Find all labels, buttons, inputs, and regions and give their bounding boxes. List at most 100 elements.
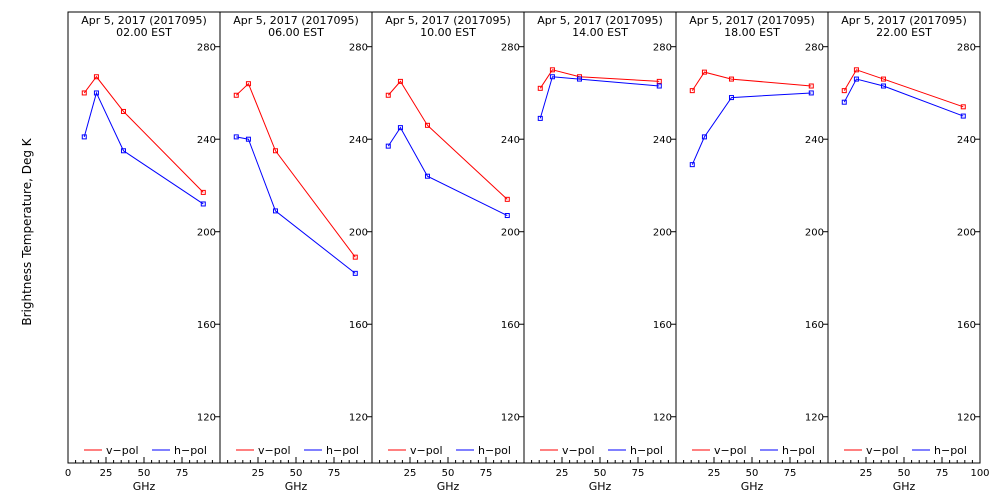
h-pol-point (656, 83, 662, 89)
y-tick-label: 240 (349, 135, 368, 146)
x-tick-label: 75 (480, 468, 493, 479)
y-tick-label: 120 (501, 413, 520, 424)
legend-v-label: v−pol (866, 444, 899, 457)
y-tick-label: 120 (653, 413, 672, 424)
y-tick-label: 120 (349, 413, 368, 424)
v-pol-point (689, 88, 695, 94)
panel-date: Apr 5, 2017 (2017095) (537, 14, 663, 27)
h-pol-point (808, 90, 814, 96)
h-pol-line (691, 92, 812, 165)
h-pol-point (233, 134, 239, 140)
legend-h-label: h−pol (326, 444, 359, 457)
y-tick-label: 160 (349, 320, 368, 331)
h-pol-line (387, 126, 508, 216)
y-tick-label: 120 (957, 413, 976, 424)
x-tick-label: 75 (936, 468, 949, 479)
x-tick-label: 75 (176, 468, 189, 479)
y-tick-label: 240 (501, 135, 520, 146)
panel-time: 22.00 EST (876, 26, 932, 39)
panel-3: Apr 5, 2017 (2017095)10.00 EST 120 160 200 2… (371, 11, 525, 493)
h-pol-line (236, 136, 356, 274)
panel-date: Apr 5, 2017 (2017095) (689, 14, 815, 27)
x-tick-label: 25 (100, 468, 113, 479)
x-axis-label: GHz (741, 480, 764, 493)
legend-h-label: h−pol (782, 444, 815, 457)
h-pol-point (576, 76, 582, 82)
v-pol-line (83, 75, 204, 193)
v-pol-point (272, 148, 278, 154)
y-tick-label: 200 (653, 228, 672, 239)
x-tick-label: 75 (632, 468, 645, 479)
h-pol-line (83, 91, 204, 205)
panel-4: Apr 5, 2017 (2017095)14.00 EST 120 160 200 2… (523, 11, 677, 493)
v-pol-point (81, 90, 87, 96)
v-pol-point (233, 92, 239, 98)
v-pol-point (656, 78, 662, 84)
y-tick-label: 120 (197, 413, 216, 424)
y-tick-label: 280 (805, 43, 824, 54)
v-pol-point (397, 78, 403, 84)
legend-h-label: h−pol (934, 444, 967, 457)
h-pol-point (93, 90, 99, 96)
y-tick-label: 160 (653, 320, 672, 331)
v-pol-point (549, 67, 555, 73)
legend-v-label: v−pol (562, 444, 595, 457)
v-pol-point (120, 108, 126, 114)
v-pol-line (843, 69, 964, 108)
h-pol-point (385, 143, 391, 149)
panel-5: Apr 5, 2017 (2017095)18.00 EST 120 160 200 2… (675, 11, 829, 493)
panel-2: Apr 5, 2017 (2017095)06.00 EST 120 160 200 2… (219, 11, 373, 493)
v-pol-line (539, 69, 660, 89)
x-axis-label: GHz (589, 480, 612, 493)
legend-v-label: v−pol (106, 444, 139, 457)
h-pol-point (272, 208, 278, 214)
h-pol-point (352, 270, 358, 276)
y-tick-label: 160 (197, 320, 216, 331)
panel-1: Apr 5, 2017 (2017095)02.00 EST 120 160 200 2… (65, 11, 221, 493)
h-pol-point (504, 213, 510, 219)
panel-date: Apr 5, 2017 (2017095) (841, 14, 967, 27)
y-tick-label: 200 (957, 228, 976, 239)
y-tick-label: 160 (501, 320, 520, 331)
v-pol-point (808, 83, 814, 89)
y-tick-label: 120 (805, 413, 824, 424)
v-pol-point (537, 85, 543, 91)
h-pol-point (549, 74, 555, 80)
x-tick-label: 25 (404, 468, 417, 479)
v-pol-point (853, 67, 859, 73)
h-pol-point (397, 125, 403, 131)
h-pol-point (960, 113, 966, 119)
panel-date: Apr 5, 2017 (2017095) (81, 14, 207, 27)
y-tick-label: 280 (957, 43, 976, 54)
v-pol-line (235, 82, 356, 258)
h-pol-point (200, 201, 206, 207)
x-axis-label: GHz (893, 480, 916, 493)
x-tick-label: 25 (252, 468, 265, 479)
v-pol-point (841, 88, 847, 94)
x-tick-label: 25 (708, 468, 721, 479)
y-tick-label: 200 (805, 228, 824, 239)
v-pol-point (385, 92, 391, 98)
x-axis-label: GHz (285, 480, 308, 493)
y-tick-label: 280 (653, 43, 672, 54)
v-pol-point (352, 254, 358, 260)
h-pol-point (689, 162, 695, 168)
h-pol-line (539, 76, 660, 119)
x-tick-label: 50 (138, 468, 151, 479)
y-tick-label: 240 (197, 135, 216, 146)
y-tick-label: 200 (501, 228, 520, 239)
x-tick-label: 100 (970, 468, 989, 479)
legend-h-label: h−pol (478, 444, 511, 457)
v-pol-point (504, 196, 510, 202)
v-pol-point (880, 76, 886, 82)
v-pol-point (93, 74, 99, 80)
x-tick-label: 50 (442, 468, 455, 479)
h-pol-point (245, 136, 251, 142)
v-pol-point (960, 104, 966, 110)
x-tick-label: 75 (784, 468, 797, 479)
x-tick-label: 25 (860, 468, 873, 479)
h-pol-point (120, 148, 126, 154)
h-pol-line (843, 78, 964, 117)
y-axis-label: Brightness Temperature, Deg K (20, 137, 34, 325)
